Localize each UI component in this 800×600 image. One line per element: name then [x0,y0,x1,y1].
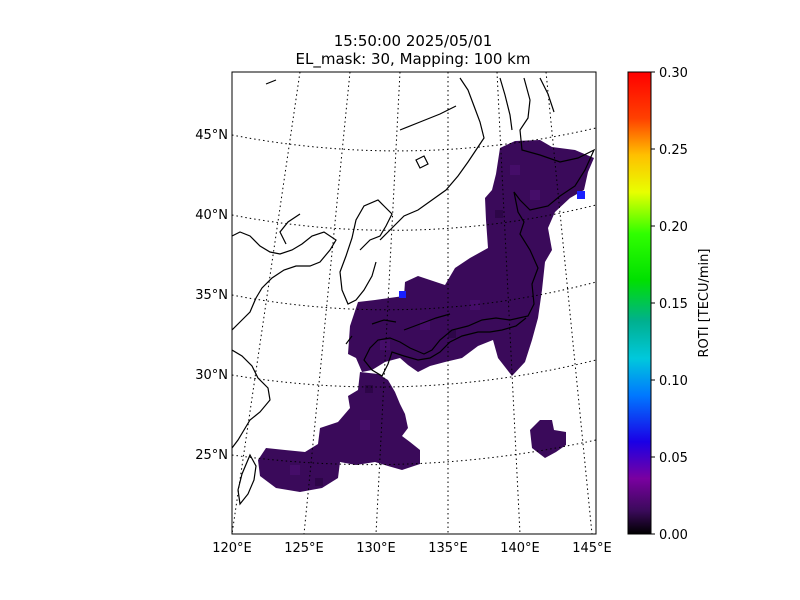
title-line-2: EL_mask: 30, Mapping: 100 km [296,50,531,69]
map-frame [231,71,597,535]
roti-data-layer [258,140,594,492]
latitude-labels: 45°N 40°N 35°N 30°N 25°N [195,128,228,463]
lon-label-130: 130°E [356,541,396,556]
lat-label-35: 35°N [195,288,228,303]
lon-label-145: 145°E [572,541,612,556]
gridlines [232,72,596,534]
colorbar-tick-5: 0.25 [659,143,688,158]
roti-elevated-cell [399,291,406,298]
longitude-labels: 120°E 125°E 130°E 135°E 140°E 145°E [212,541,612,556]
colorbar-gradient [627,71,652,535]
lat-label-45: 45°N [195,128,228,143]
lon-label-140: 140°E [500,541,540,556]
colorbar-tick-0: 0.00 [659,528,688,543]
colorbar-tick-1: 0.05 [659,451,688,466]
title-line-1: 15:50:00 2025/05/01 [334,32,493,50]
lat-label-40: 40°N [195,208,228,223]
roti-region-east-patch [530,420,566,458]
lon-label-125: 125°E [284,541,324,556]
roti-elevated-cell [577,191,585,199]
lat-label-25: 25°N [195,448,228,463]
colorbar-tick-4: 0.20 [659,220,688,235]
colorbar: 0.00 0.05 0.10 0.15 0.20 0.25 0.30 ROTI … [627,66,712,543]
colorbar-tick-2: 0.10 [659,374,688,389]
colorbar-tick-3: 0.15 [659,297,688,312]
roti-region-ryukyu [258,372,420,492]
colorbar-tick-6: 0.30 [659,66,688,81]
map-area [232,72,596,534]
lon-label-120: 120°E [212,541,252,556]
lon-label-135: 135°E [428,541,468,556]
lat-label-30: 30°N [195,368,228,383]
colorbar-label: ROTI [TECU/min] [697,249,712,358]
